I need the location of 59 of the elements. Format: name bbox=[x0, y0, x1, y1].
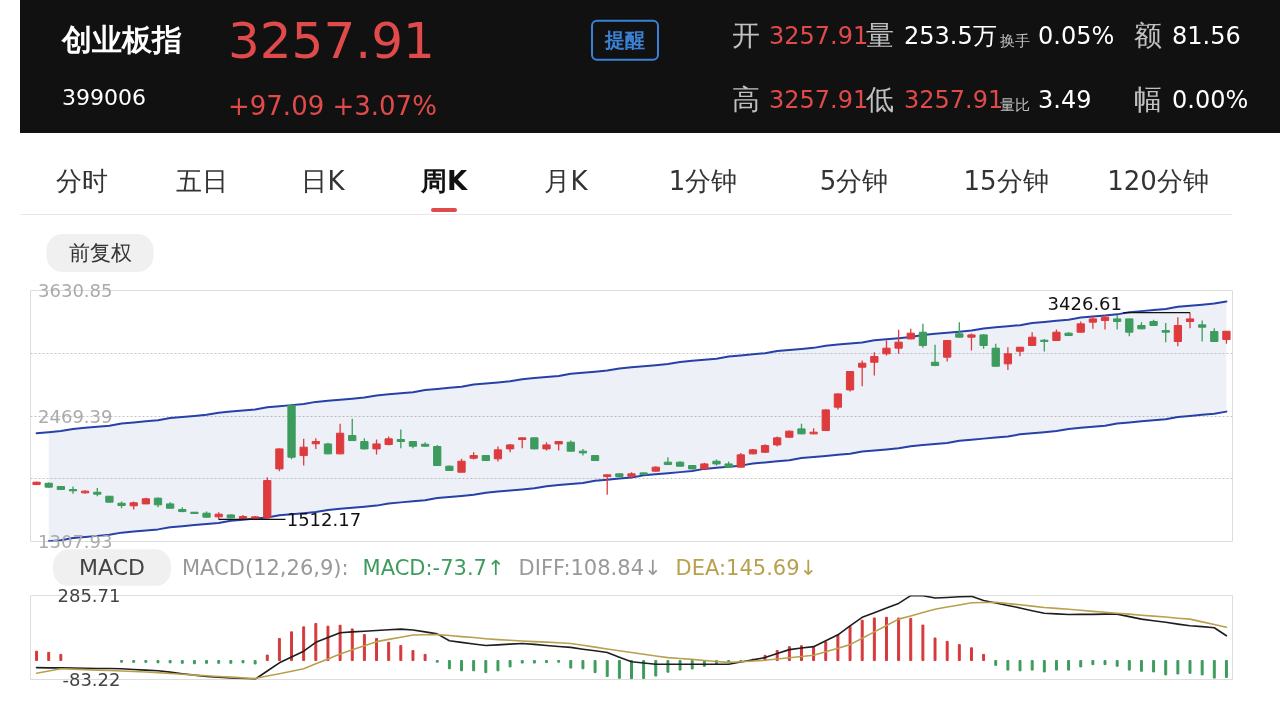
text: 15分钟 bbox=[963, 165, 1049, 199]
text: 开 bbox=[732, 18, 760, 54]
text: DEA:145.69↓ bbox=[675, 556, 818, 580]
text: 提醒 bbox=[591, 19, 659, 61]
text: 分时 bbox=[56, 165, 108, 199]
candlestick bbox=[1100, 314, 1110, 331]
candlestick bbox=[894, 329, 903, 355]
candlestick bbox=[396, 428, 405, 449]
text: 低 bbox=[866, 82, 894, 118]
text: 五日 bbox=[176, 165, 228, 199]
text: 81.56 bbox=[1172, 20, 1241, 52]
candlestick bbox=[348, 418, 357, 442]
text: 幅 bbox=[1134, 82, 1162, 118]
text: 3257.91 bbox=[228, 11, 435, 73]
text: DIFF:108.84↓ bbox=[518, 556, 662, 580]
text: 120分钟 bbox=[1107, 165, 1209, 199]
candlestick bbox=[299, 438, 308, 467]
text: 周K bbox=[420, 165, 468, 199]
y-tick-label: -83.22 bbox=[62, 669, 121, 690]
annotation: 1512.17 bbox=[286, 508, 362, 530]
candlestick bbox=[335, 423, 345, 455]
text: 额 bbox=[1134, 18, 1162, 54]
candlestick bbox=[918, 323, 928, 349]
candlestick bbox=[1198, 319, 1207, 343]
text: 前复权 bbox=[46, 234, 154, 272]
candlestick bbox=[821, 408, 830, 432]
text: +97.09 +3.07% bbox=[228, 90, 437, 124]
text: 1分钟 bbox=[668, 165, 738, 199]
text: 253.5万 bbox=[904, 20, 997, 52]
text: 0.05% bbox=[1038, 20, 1115, 52]
candlestick bbox=[943, 339, 952, 363]
chart-title: 创业板指 bbox=[62, 20, 182, 59]
candlestick bbox=[1185, 311, 1195, 329]
text: MACD:-73.7↑ bbox=[362, 556, 505, 580]
y-tick-label: 2469.39 bbox=[38, 405, 113, 427]
text: 量 bbox=[866, 18, 894, 54]
text: 日K bbox=[301, 165, 345, 199]
candlestick bbox=[603, 473, 612, 496]
text: 月K bbox=[544, 165, 588, 199]
candlestick bbox=[1088, 314, 1098, 330]
candlestick bbox=[870, 351, 879, 377]
candlestick bbox=[275, 447, 284, 472]
candlestick bbox=[433, 444, 442, 467]
text: 高 bbox=[732, 82, 760, 118]
text: 3.49 bbox=[1038, 84, 1092, 116]
y-tick-label: 285.71 bbox=[57, 585, 121, 606]
text: 5分钟 bbox=[819, 165, 889, 199]
candlestick bbox=[1003, 346, 1013, 371]
candlestick bbox=[858, 359, 867, 387]
text: 0.00% bbox=[1172, 84, 1249, 116]
text: 换手 bbox=[1000, 31, 1030, 53]
annotation: 3426.61 bbox=[1047, 293, 1123, 315]
candlestick bbox=[1161, 322, 1170, 343]
text: MACD(12,26,9): bbox=[182, 556, 349, 580]
candlestick bbox=[991, 343, 1000, 368]
y-tick-label: 3630.85 bbox=[38, 280, 113, 301]
chart-subtitle: 399006 bbox=[62, 84, 146, 113]
text: MACD bbox=[79, 555, 145, 581]
candlestick bbox=[1173, 316, 1183, 347]
